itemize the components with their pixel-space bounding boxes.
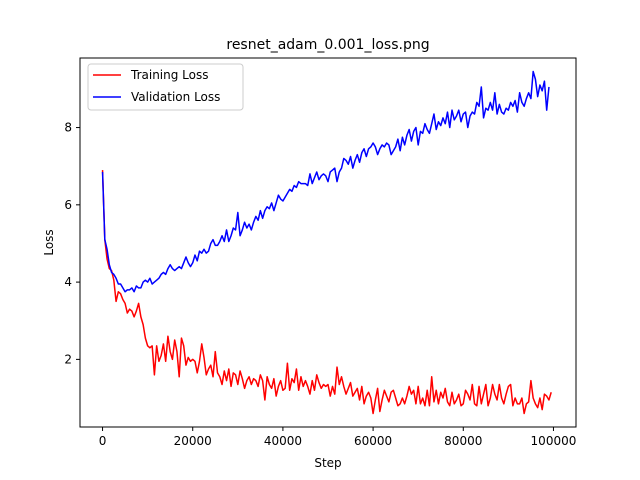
series-line-training-loss [101,170,552,415]
x-tick-label: 60000 [354,434,392,448]
y-tick-label: 2 [64,352,72,366]
y-tick-label: 8 [64,121,72,135]
x-tick-label: 80000 [444,434,482,448]
y-tick-label: 4 [64,275,72,289]
x-tick-label: 0 [99,434,107,448]
x-axis-ticks: 0 20000 40000 60000 80000 100000 [99,427,577,448]
legend-box [87,63,244,111]
legend-label: Validation Loss [131,90,220,104]
series-line-validation-loss [101,70,550,293]
axes-frame [79,57,577,428]
x-tick-label: 20000 [174,434,212,448]
x-tick-label: 100000 [531,434,577,448]
plot-lines [101,70,552,415]
chart-title: resnet_adam_0.001_loss.png [226,37,429,53]
x-tick-label: 40000 [264,434,302,448]
y-tick-label: 6 [64,198,72,212]
x-axis-label: Step [314,456,341,470]
y-axis-ticks: 2 4 6 8 [64,121,80,366]
y-axis-label: Loss [42,229,56,255]
legend: Training Loss Validation Loss [87,63,244,111]
legend-label: Training Loss [130,68,208,82]
